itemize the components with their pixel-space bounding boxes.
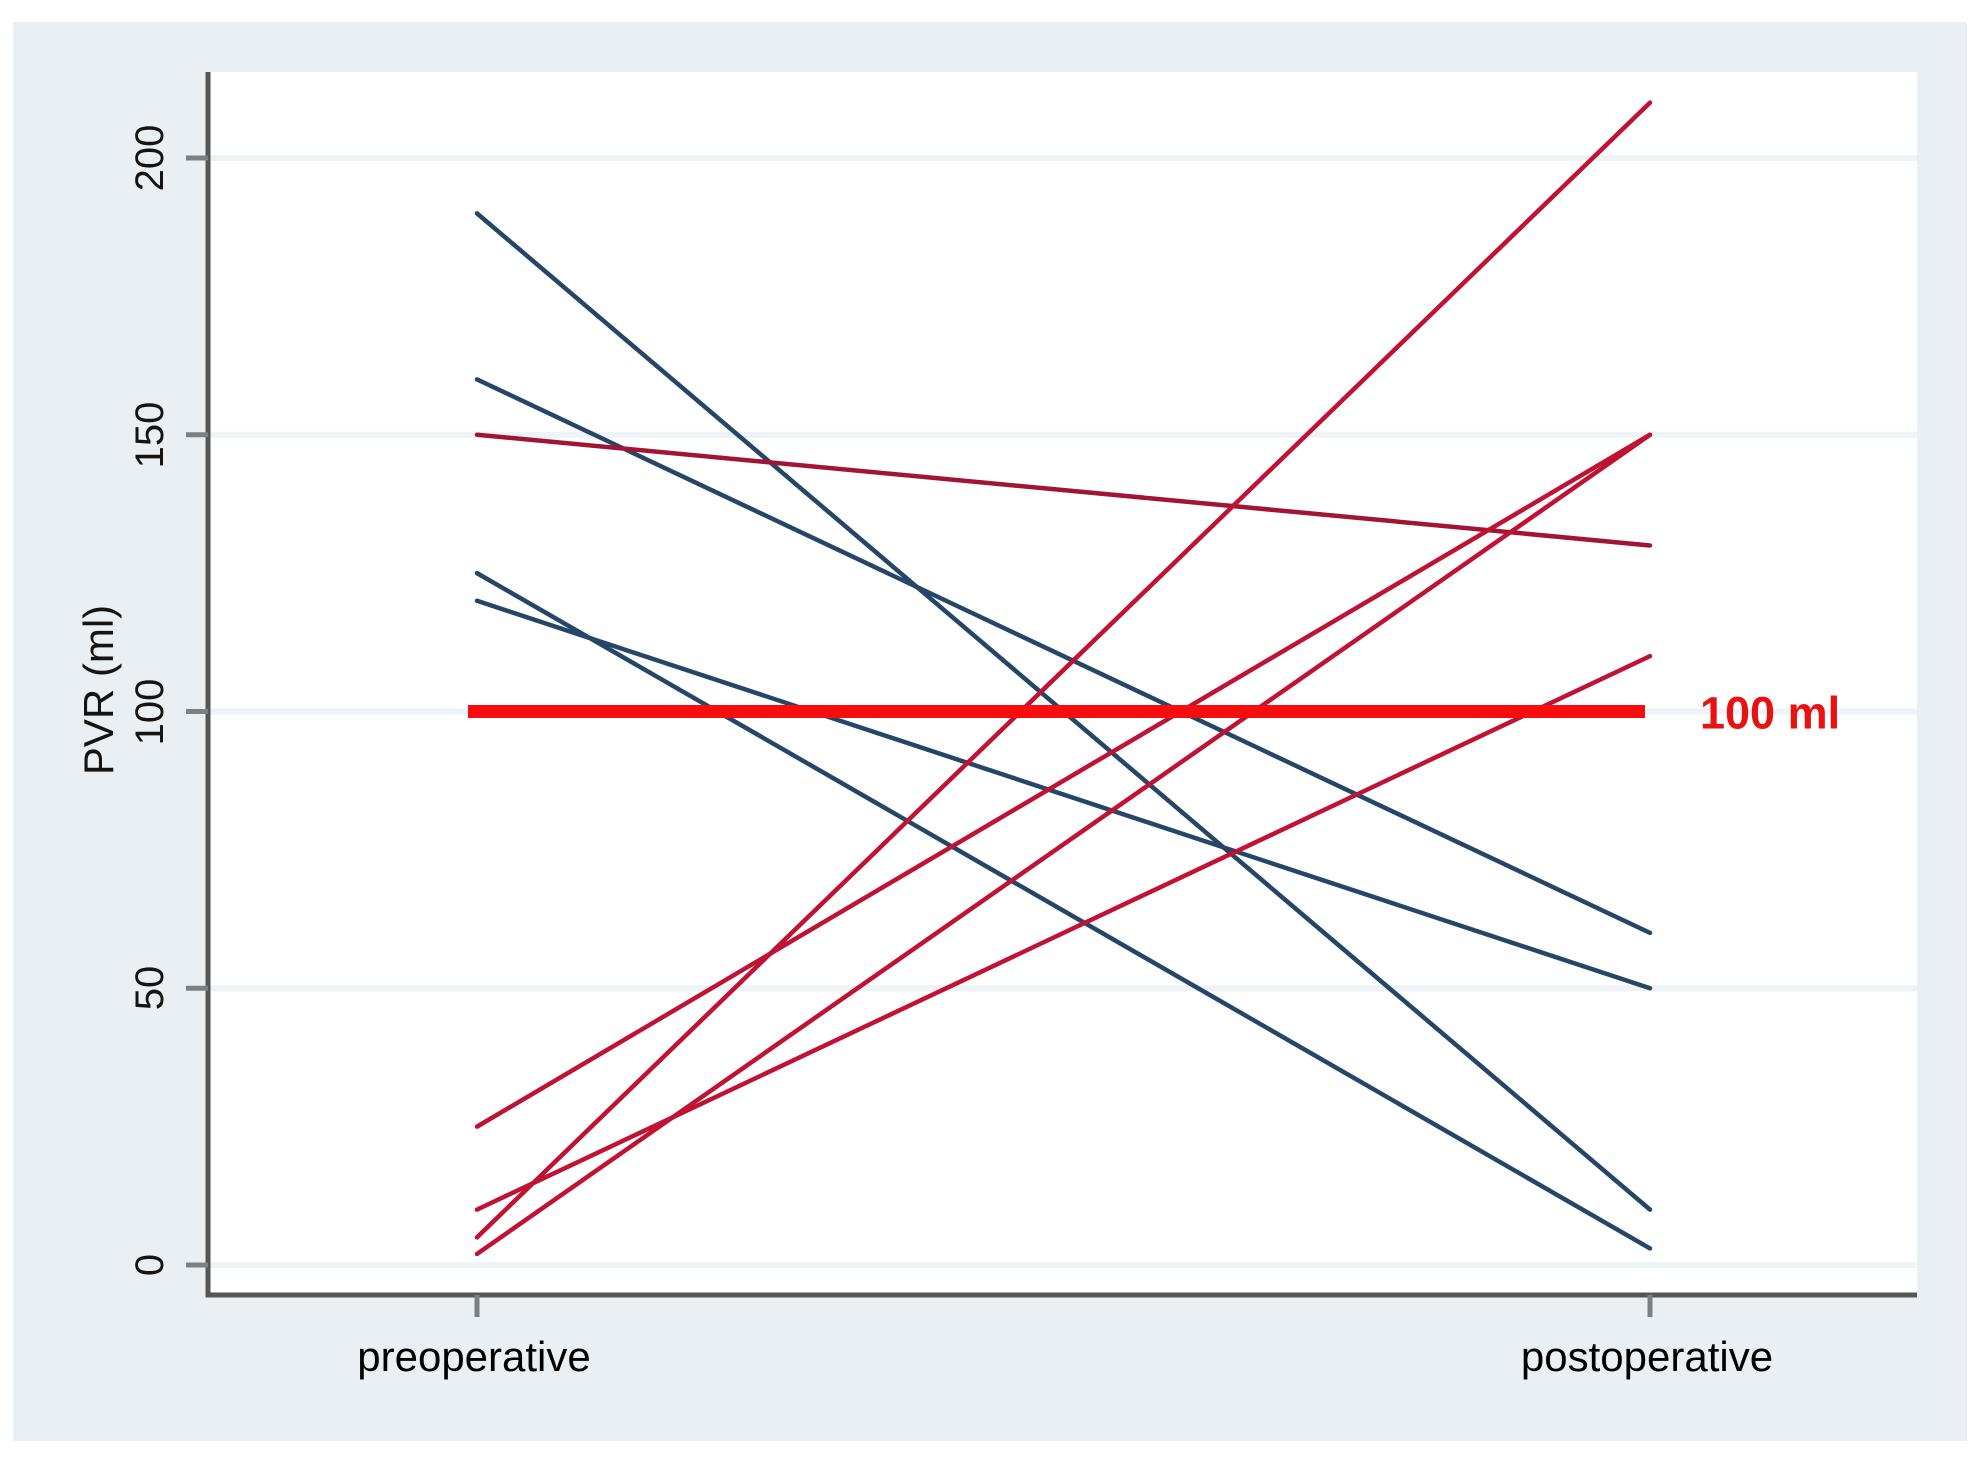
x-category-label-postoperative: postoperative xyxy=(1520,1333,1774,1380)
y-tick-label-50: 50 xyxy=(128,966,172,1011)
x-category-label-preoperative: preoperative xyxy=(357,1333,591,1380)
y-tick-label-200: 200 xyxy=(128,124,172,192)
y-tick-label-0: 0 xyxy=(128,1253,172,1277)
reference-line-label: 100 ml xyxy=(1700,687,1841,738)
y-tick-label-150: 150 xyxy=(128,401,172,469)
y-axis-title: PVR (ml) xyxy=(75,604,122,776)
y-tick-label-100: 100 xyxy=(128,678,172,745)
